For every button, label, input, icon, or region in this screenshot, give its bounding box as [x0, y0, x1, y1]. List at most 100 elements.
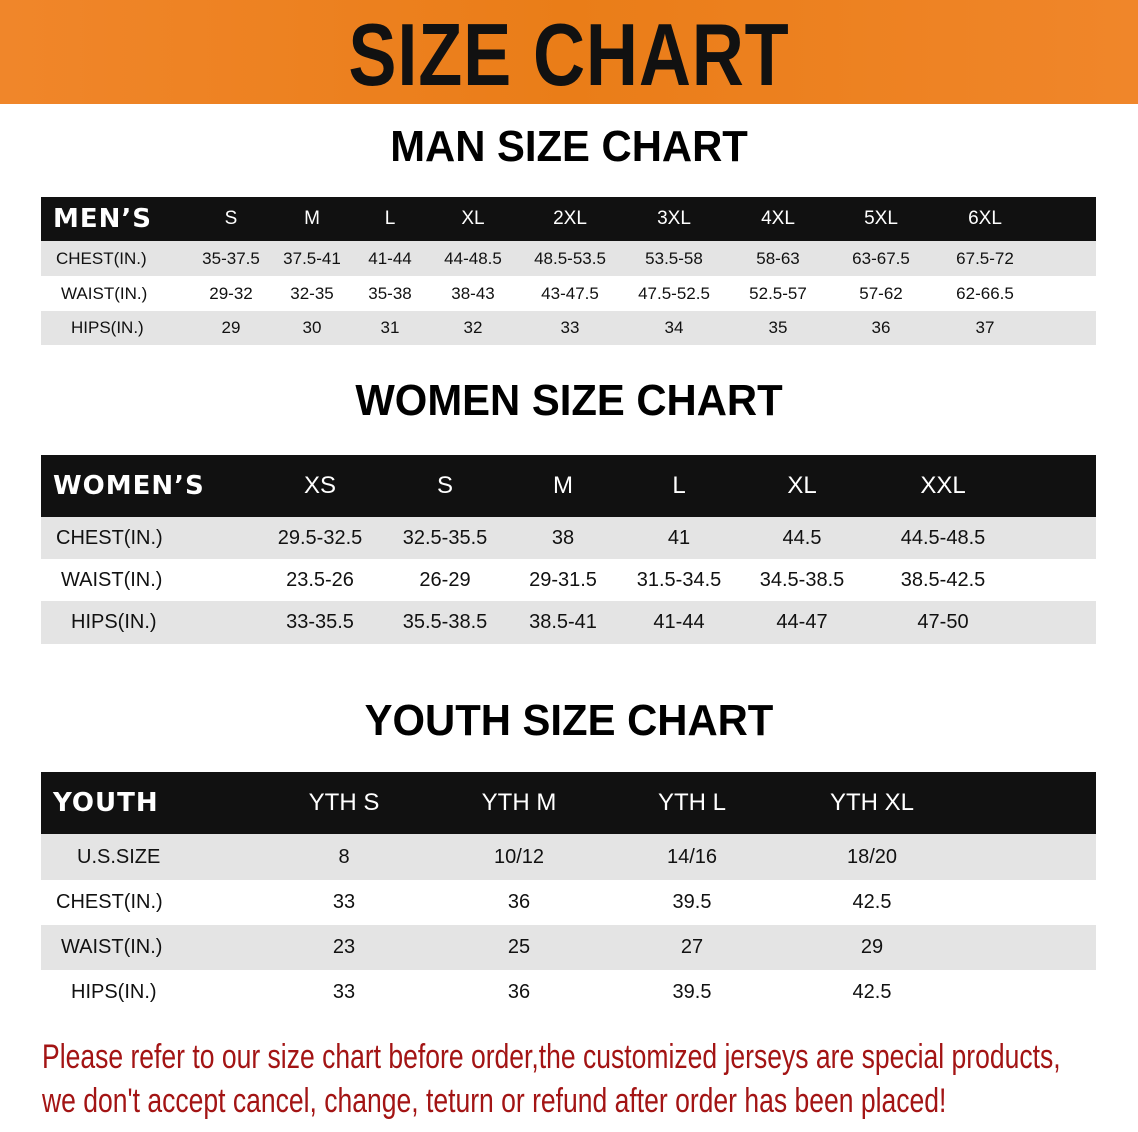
size-header: S: [224, 208, 238, 229]
table-cell: 29-31.5: [529, 568, 597, 591]
size-header: XS: [303, 472, 337, 499]
row-label: HIPS(IN.): [71, 981, 157, 1003]
table-cell: 32.5-35.5: [402, 526, 488, 549]
row-label: U.S.SIZE: [77, 845, 161, 868]
table-cell: 39.5: [672, 981, 712, 1003]
table-cell: 8: [338, 845, 350, 868]
table-cell: 34: [664, 318, 684, 337]
table-cell: 27: [680, 936, 704, 958]
women-section-title: WOMEN SIZE CHART: [355, 376, 783, 425]
row-label: CHEST(IN.): [56, 526, 163, 549]
youth-size-table: YOUTH YTH S YTH M YTH L YTH XL U.S.SIZE 8 10/12…: [41, 772, 1096, 1015]
table-cell: 35: [768, 318, 788, 337]
table-row: CHEST(IN.) 33 36 39.5 42.5: [41, 880, 1096, 925]
table-cell: 47-50: [917, 611, 969, 633]
table-cell: 35-38: [368, 283, 412, 303]
table-cell: 25: [507, 936, 531, 958]
table-cell: 47.5-52.5: [638, 283, 710, 303]
table-cell: 43-47.5: [541, 283, 599, 303]
size-header: M: [304, 208, 320, 229]
table-row: WAIST(IN.) 29-32 32-35 35-38 38-43 43-47.5 47.…: [41, 276, 1096, 311]
table-cell: 38.5-41: [529, 611, 597, 633]
table-cell: 42.5: [852, 981, 892, 1003]
table-cell: 36: [507, 981, 531, 1003]
row-label: HIPS(IN.): [71, 611, 157, 633]
size-header: XL: [461, 208, 485, 229]
table-row: U.S.SIZE 8 10/12 14/16 18/20: [41, 834, 1096, 880]
table-row: HIPS(IN.) 29 30 31 32 33 34 35 36 37: [41, 311, 1096, 345]
table-cell: 38-43: [451, 283, 495, 303]
table-header: MEN’S S M L XL 2XL 3XL 4XL 5XL 6XL: [41, 197, 1096, 241]
table-row: CHEST(IN.) 29.5-32.5 32.5-35.5 38 41 44.5 44.5…: [41, 517, 1096, 559]
table-cell: 48.5-53.5: [534, 248, 606, 268]
table-cell: 36: [871, 318, 891, 337]
table-cell: 33: [560, 318, 580, 337]
table-cell: 29.5-32.5: [277, 526, 363, 549]
table-cell: 30: [302, 318, 322, 337]
youth-section-title: YOUTH SIZE CHART: [364, 696, 774, 745]
table-cell: 33: [332, 891, 356, 913]
size-header: YTH L: [657, 789, 727, 816]
women-size-table: WOMEN’S XS S M L XL XXL CHEST(IN.) 29.5-32.5 32.5…: [41, 455, 1096, 644]
size-header: XL: [787, 472, 817, 499]
table-cell: 36: [507, 891, 531, 913]
table-cell: 44.5-48.5: [900, 526, 986, 549]
size-header: 6XL: [968, 208, 1002, 229]
table-cell: 42.5: [852, 891, 892, 913]
size-header: YTH S: [308, 789, 380, 816]
table-header: YOUTH YTH S YTH M YTH L YTH XL: [41, 772, 1096, 834]
table-cell: 37: [975, 318, 995, 337]
table-cell: 41-44: [653, 611, 705, 633]
table-cell: 52.5-57: [749, 283, 807, 303]
table-cell: 44.5: [782, 526, 822, 549]
table-cell: 38: [551, 526, 575, 549]
table-cell: 18/20: [846, 845, 898, 868]
table-cell: 26-29: [419, 568, 471, 591]
table-cell: 23.5-26: [286, 568, 354, 591]
table-row: WAIST(IN.) 23 25 27 29: [41, 925, 1096, 970]
row-label: CHEST(IN.): [56, 248, 147, 268]
table-cell: 29: [221, 318, 241, 337]
table-cell: 14/16: [666, 845, 718, 868]
table-cell: 57-62: [859, 283, 903, 303]
size-header: 3XL: [657, 208, 691, 229]
row-label: CHEST(IN.): [56, 891, 163, 913]
header-label: MEN’S: [53, 204, 152, 234]
table-cell: 67.5-72: [956, 248, 1014, 268]
size-header: L: [672, 472, 686, 499]
table-cell: 31: [380, 318, 400, 337]
table-cell: 41: [667, 526, 691, 549]
size-header: S: [436, 472, 454, 499]
banner-title: SIZE CHART: [348, 5, 790, 104]
size-header: YTH XL: [829, 789, 915, 816]
table-cell: 34.5-38.5: [759, 568, 845, 591]
table-cell: 62-66.5: [956, 283, 1014, 303]
table-row: WAIST(IN.) 23.5-26 26-29 29-31.5 31.5-34.5 34…: [41, 559, 1096, 601]
table-cell: 53.5-58: [645, 248, 703, 268]
header-label: YOUTH: [53, 788, 159, 818]
table-row: CHEST(IN.) 35-37.5 37.5-41 41-44 44-48.5 48.5…: [41, 241, 1096, 276]
row-label: WAIST(IN.): [61, 936, 163, 958]
table-cell: 29-32: [209, 283, 253, 303]
header-label: WOMEN’S: [53, 471, 205, 501]
table-cell: 63-67.5: [852, 248, 910, 268]
size-header: L: [384, 208, 396, 229]
table-cell: 33-35.5: [286, 611, 354, 633]
men-section-title: MAN SIZE CHART: [390, 122, 748, 171]
table-cell: 33: [332, 981, 356, 1003]
table-cell: 38.5-42.5: [900, 568, 986, 591]
row-label: WAIST(IN.): [61, 283, 148, 303]
size-header: YTH M: [481, 789, 557, 816]
table-cell: 44-47: [776, 611, 828, 633]
table-row: HIPS(IN.) 33-35.5 35.5-38.5 38.5-41 41-44 44-…: [41, 601, 1096, 644]
row-label: WAIST(IN.): [61, 568, 163, 591]
table-cell: 44-48.5: [444, 248, 502, 268]
men-size-table: MEN’S S M L XL 2XL 3XL 4XL 5XL 6XL CHEST(IN.) 35-37…: [41, 197, 1096, 345]
size-header: 5XL: [864, 208, 898, 229]
table-cell: 37.5-41: [283, 248, 341, 268]
size-header: 4XL: [761, 208, 795, 229]
notice-line-1: Please refer to our size chart before or…: [42, 1038, 1061, 1076]
table-cell: 10/12: [493, 845, 545, 868]
table-cell: 58-63: [756, 248, 800, 268]
table-cell: 35-37.5: [202, 248, 260, 268]
